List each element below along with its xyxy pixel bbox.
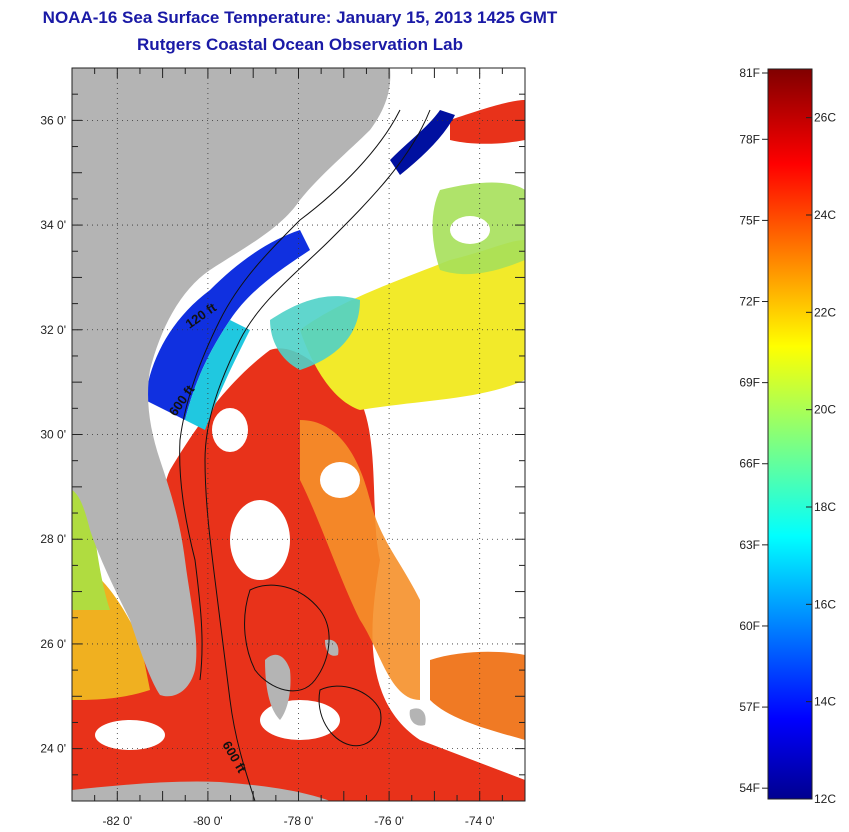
lat-tick-label: 32 0' [40,323,66,337]
lat-tick-label: 36 0' [40,113,66,127]
colorbar-fahrenheit-label: 57F [739,700,760,714]
land-bahamas [409,708,426,726]
colorbar-gradient [767,68,813,800]
colorbar-celsius-label: 20C [814,403,836,417]
colorbar-celsius-label: 24C [814,208,836,222]
colorbar-celsius-label: 12C [814,792,836,806]
lon-tick-label: -78 0' [284,814,314,828]
land-bahamas [325,639,339,656]
sst-orange-water-east [430,651,525,740]
lat-tick-label: 34 0' [40,218,66,232]
cloud-blob [450,216,490,244]
colorbar-fahrenheit-label: 78F [739,132,760,146]
sst-red-water-north [450,100,525,144]
colorbar-fahrenheit-label: 81F [739,66,760,80]
cloud-blob [95,720,165,750]
longitude-labels: -82 0' -80 0' -78 0' -76 0' -74 0' [102,814,494,828]
colorbar-celsius-label: 16C [814,597,836,611]
colorbar-celsius-label: 14C [814,695,836,709]
colorbar-celsius-label: 26C [814,111,836,125]
lon-tick-label: -74 0' [465,814,495,828]
sst-yellow-water [300,240,525,410]
lat-tick-label: 26 0' [40,637,66,651]
page-subtitle: Rutgers Coastal Ocean Observation Lab [137,35,463,54]
contour-600ft [204,109,431,801]
map-ticks [71,67,526,802]
land-mainland [72,68,391,697]
colorbar-celsius-label: 22C [814,305,836,319]
sst-cold-coastal-water [145,230,310,420]
colorbar: 81F 78F 75F 72F 69F 66F 63F 60F 57F 54F 26C 24C 22C… [739,66,836,806]
lat-tick-label: 30 0' [40,428,66,442]
contour-bahamas [244,584,330,692]
sst-gulf-green [72,490,110,610]
latitude-labels: 24 0' 26 0' 28 0' 30 0' 32 0' 34 0' 36 0' [40,113,66,755]
cloud-blob [212,408,248,452]
land-cuba [72,781,330,801]
colorbar-fahrenheit-label: 66F [739,457,760,471]
colorbar-fahrenheit-label: 72F [739,295,760,309]
cloud-blob [320,462,360,498]
colorbar-fahrenheit-label: 69F [739,376,760,390]
map-grid [72,68,525,801]
lat-tick-label: 24 0' [40,742,66,756]
lon-tick-label: -80 0' [193,814,223,828]
cloud-blob [230,500,290,580]
page-title: NOAA-16 Sea Surface Temperature: January… [42,8,558,27]
colorbar-fahrenheit-label: 75F [739,213,760,227]
sst-cyan-coastal-band [185,320,250,430]
colorbar-fahrenheit-labels: 81F 78F 75F 72F 69F 66F 63F 60F 57F 54F [739,66,768,795]
lon-tick-label: -82 0' [102,814,132,828]
sst-cyan-water [270,296,360,370]
contour-bahamas [318,685,382,747]
contour-120ft [179,109,401,681]
colorbar-fahrenheit-label: 54F [739,781,760,795]
sst-cold-coastal-water-north [390,110,455,175]
lon-tick-label: -76 0' [374,814,404,828]
lat-tick-label: 28 0' [40,532,66,546]
colorbar-fahrenheit-label: 60F [739,619,760,633]
colorbar-fahrenheit-label: 63F [739,538,760,552]
colorbar-celsius-labels: 26C 24C 22C 20C 18C 16C 14C 12C [806,111,836,806]
colorbar-celsius-label: 18C [814,500,836,514]
